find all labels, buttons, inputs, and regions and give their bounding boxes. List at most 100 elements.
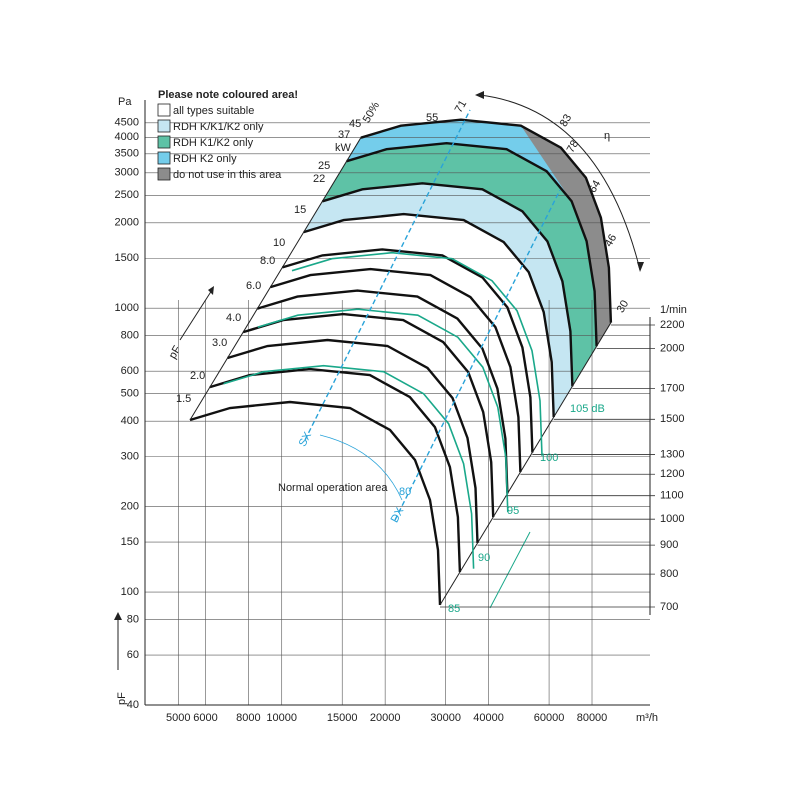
y2-tick-label: 700 [660, 601, 678, 613]
legend-swatch [157, 103, 171, 117]
efficiency-curve [291, 251, 543, 456]
eta-arrow [479, 94, 641, 271]
envelope [439, 322, 612, 606]
x-tick-label: 20000 [370, 712, 401, 724]
x-tick-label: 8000 [236, 712, 260, 724]
y-tick-label: 800 [121, 330, 139, 342]
y-tick-label: 2500 [115, 189, 139, 201]
y-tick-label: 100 [121, 586, 139, 598]
y2-tick-label: 900 [660, 539, 678, 551]
fan-curve [242, 312, 495, 518]
efficiency-label: 50% [361, 100, 383, 125]
legend-label: RDH K1/K2 only [173, 137, 254, 149]
legend-label: do not use in this area [173, 169, 282, 181]
fan-curve [270, 267, 522, 473]
power-label: 1.5 [176, 393, 191, 405]
y-tick-label: 60 [127, 649, 139, 661]
power-label: 4.0 [226, 312, 241, 324]
arrowhead [475, 91, 484, 99]
power-label: 15 [294, 204, 306, 216]
power-label: 8.0 [260, 255, 275, 267]
x-tick-label: 30000 [430, 712, 461, 724]
power-label: 10 [273, 237, 285, 249]
y2-tick-label: 1700 [660, 382, 684, 394]
colour-band [303, 183, 573, 418]
pressure-arrow-label: pF [167, 344, 184, 361]
legend-label: RDH K/K1/K2 only [173, 121, 264, 133]
efficiency-symbol: η [604, 130, 610, 142]
y2-tick-label: 2200 [660, 319, 684, 331]
y2-tick-label: 2000 [660, 342, 684, 354]
arrowhead [208, 286, 214, 295]
y2-tick-label: 800 [660, 568, 678, 580]
y-tick-label: 600 [121, 365, 139, 377]
x-tick-label: 60000 [534, 712, 565, 724]
noise-label: 100 [540, 452, 558, 464]
y-axis-label: pF [116, 692, 128, 705]
noise-label: 95 [507, 505, 519, 517]
y-tick-label: 1500 [115, 252, 139, 264]
pf-arrow [179, 289, 213, 341]
power-unit: kW [335, 142, 352, 154]
fan-curve [209, 367, 462, 573]
fan-curve [360, 118, 613, 323]
y-tick-label: 3500 [115, 148, 139, 160]
fan-curve [257, 289, 509, 494]
colour-band [520, 125, 611, 347]
y-tick-label: 300 [121, 451, 139, 463]
y2-tick-label: 1000 [660, 513, 684, 525]
fan-curve [322, 182, 574, 387]
noise-label: 80 [399, 486, 411, 498]
y-tick-label: 4000 [115, 131, 139, 143]
y2-tick-label: 1100 [660, 490, 684, 502]
y-tick-label: 400 [121, 415, 139, 427]
fan-curve [189, 400, 442, 606]
power-label: 6.0 [246, 280, 261, 292]
legend-swatch [157, 151, 171, 165]
x-tick-label: 10000 [266, 712, 297, 724]
colour-band [322, 143, 597, 387]
arrowhead [637, 262, 644, 272]
y-tick-label: 200 [121, 501, 139, 513]
power-label: 22 [313, 173, 325, 185]
x-tick-label: 6000 [193, 712, 217, 724]
x-tick-label: 15000 [327, 712, 358, 724]
area-label: Normal operation area [278, 482, 388, 494]
line-label: DX [389, 505, 407, 525]
legend-label: RDH K2 only [173, 153, 237, 165]
efficiency-label: 64 [587, 178, 604, 195]
efficiency-label: 78 [565, 138, 582, 155]
legend-swatch [157, 119, 171, 133]
x-tick-label: 40000 [473, 712, 504, 724]
sx-line [304, 109, 471, 441]
power-label: 45 [349, 118, 361, 130]
fan-curve [227, 338, 479, 544]
fan-curve [282, 248, 534, 453]
sx-dx-link [319, 434, 403, 501]
legend [157, 103, 171, 181]
y-tick-label: 3000 [115, 167, 139, 179]
power-label: 2.0 [190, 370, 205, 382]
x-unit: m³/h [636, 712, 658, 724]
dx-line [394, 189, 561, 521]
power-label: 37 [338, 129, 350, 141]
y-tick-label: 40 [127, 699, 139, 711]
power-label: 3.0 [212, 337, 227, 349]
envelope [189, 137, 362, 421]
arrowhead [114, 612, 122, 620]
legend-label: all types suitable [173, 105, 254, 117]
noise-label: 90 [478, 552, 490, 564]
power-label: 55 [426, 112, 438, 124]
colour-areas [303, 119, 611, 418]
fan-curves [189, 118, 613, 606]
fan-curve [303, 212, 555, 418]
noise-label: 85 [448, 603, 460, 615]
noise-arrow [489, 531, 531, 609]
y2-tick-label: 1500 [660, 413, 684, 425]
efficiency-curve [223, 364, 475, 569]
y-tick-label: 4500 [115, 117, 139, 129]
y-tick-label: 1000 [115, 302, 139, 314]
line-label: SX [297, 430, 315, 449]
power-label: 25 [318, 160, 330, 172]
